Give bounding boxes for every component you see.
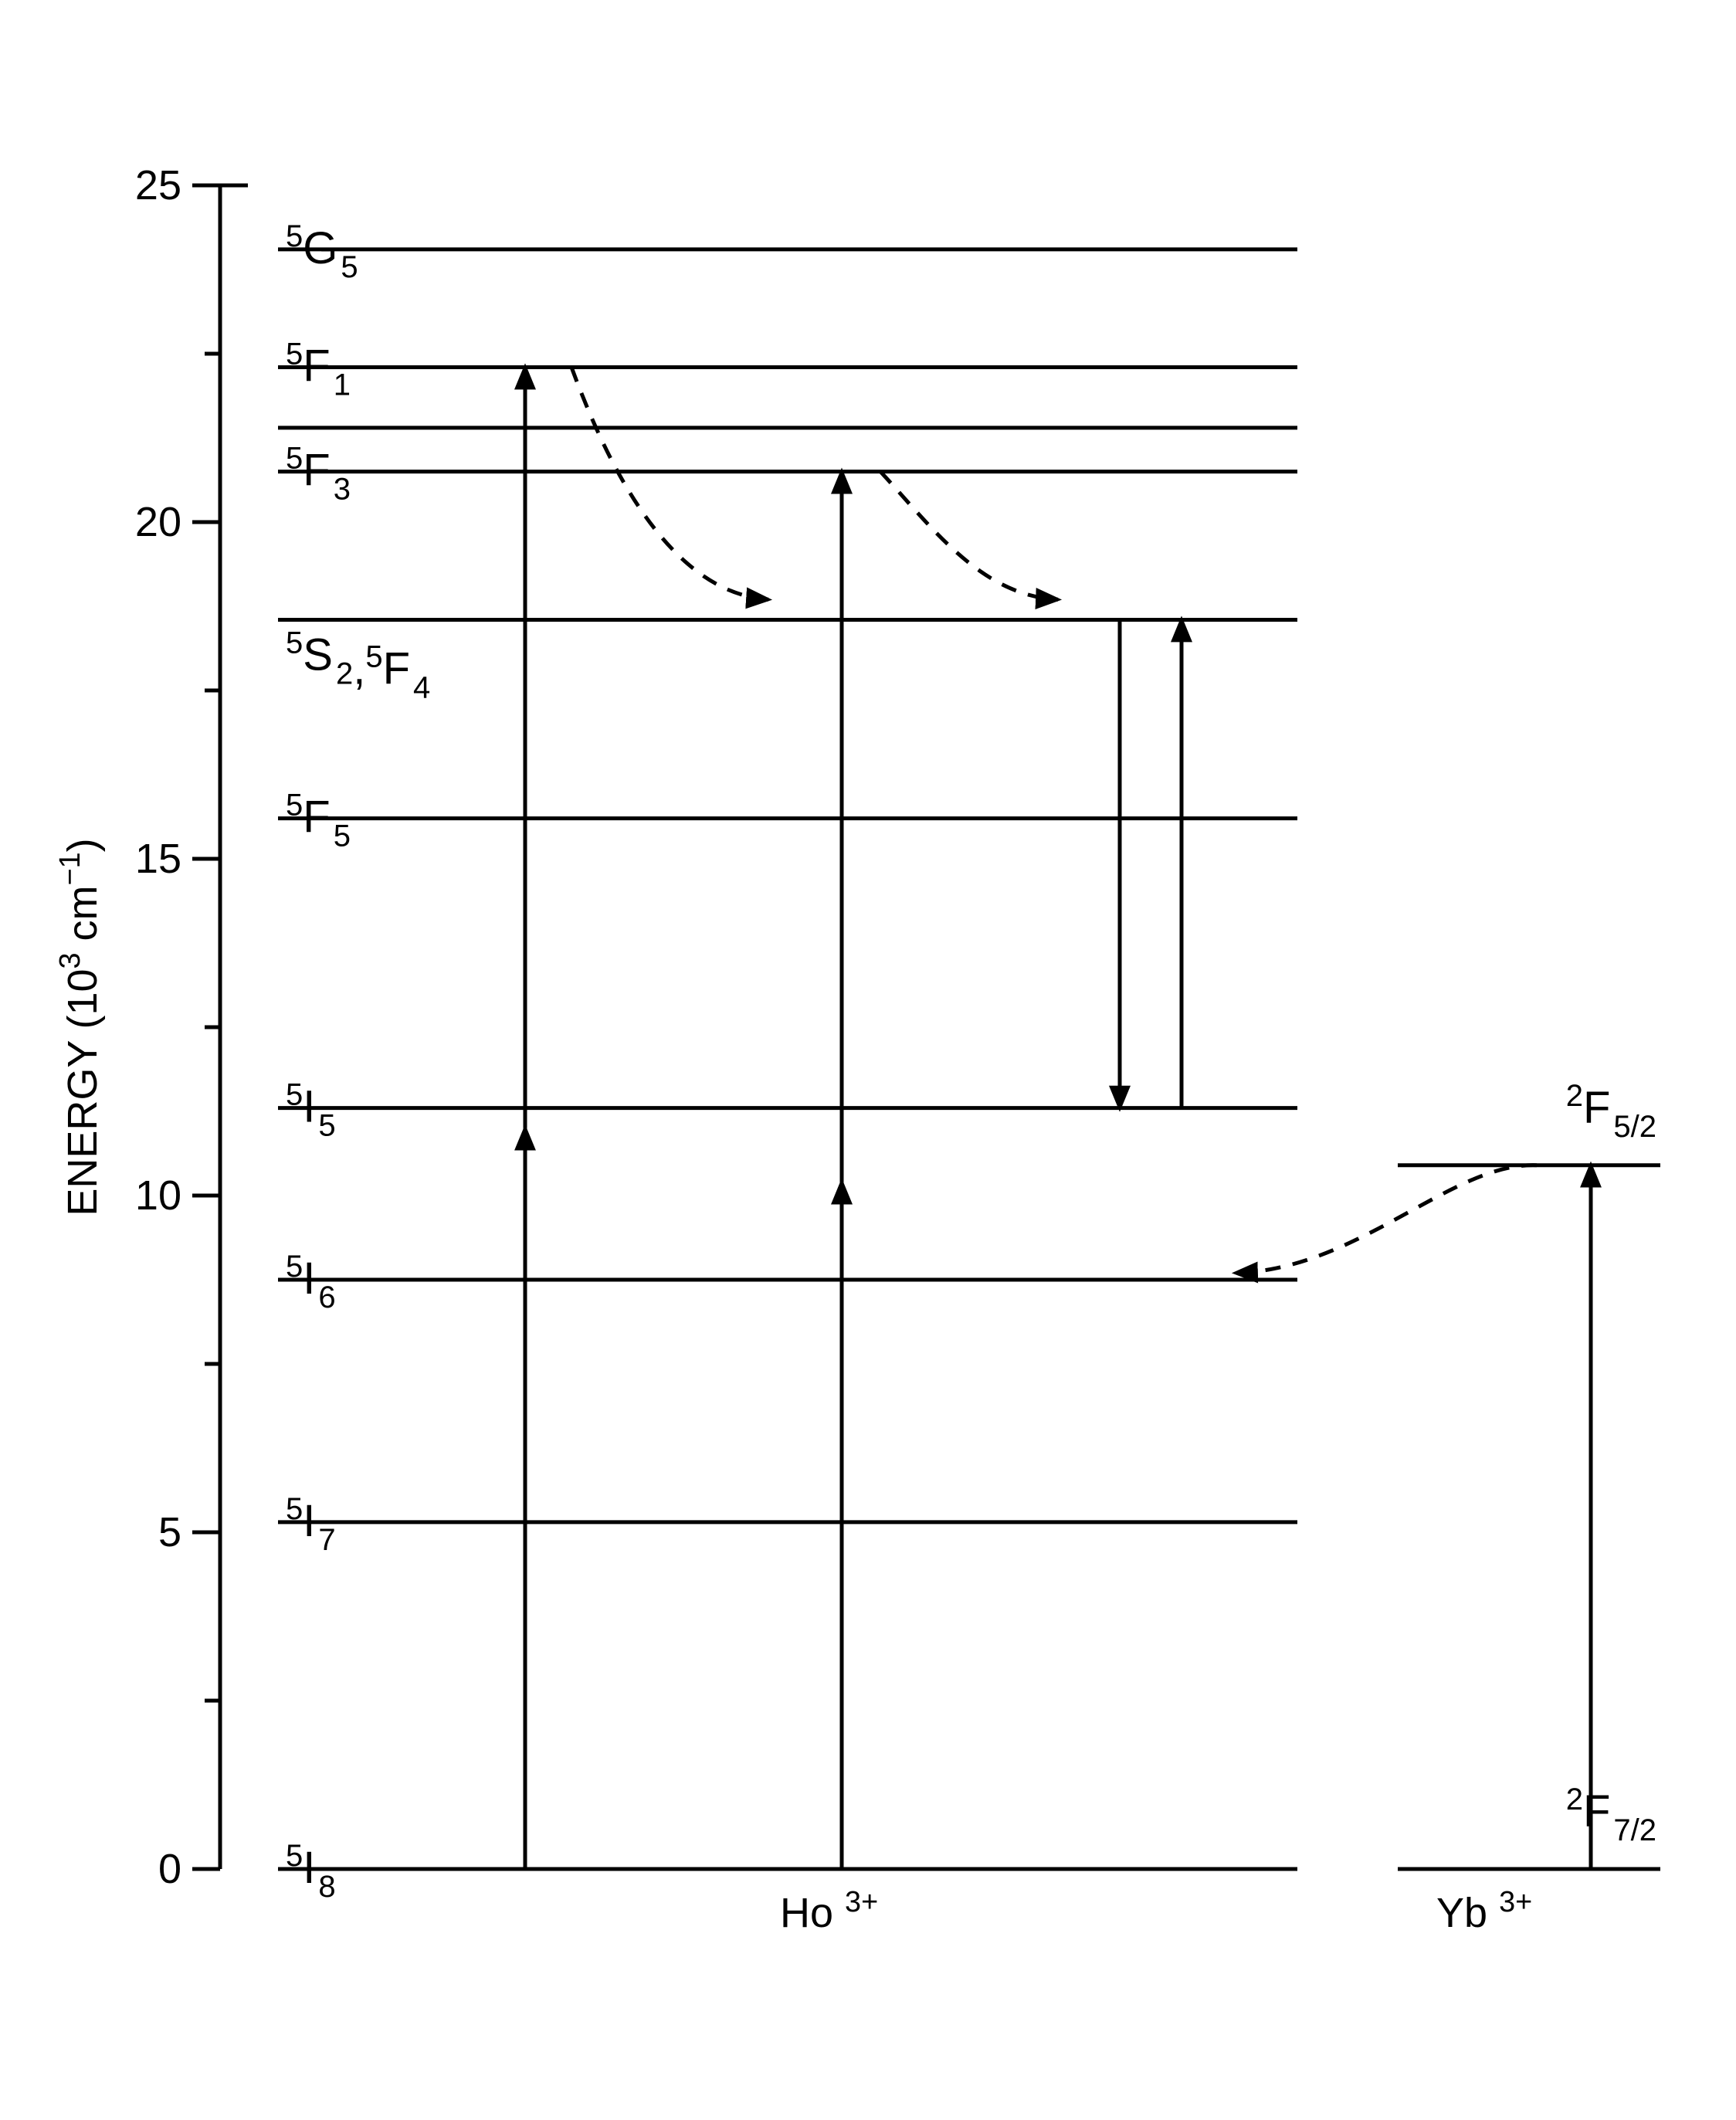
level-label-5S2_5F4: 5S2,5F4 [286, 626, 430, 704]
level-label-5F1: 5F1 [286, 337, 351, 402]
y-tick-label: 15 [135, 836, 181, 882]
y-tick-label: 25 [135, 162, 181, 209]
ion-label: Yb 3+ [1436, 1886, 1532, 1936]
y-tick-label: 5 [158, 1509, 181, 1555]
level-label-5G5: 5G5 [286, 219, 358, 284]
level-label-5I6: 5I6 [286, 1250, 336, 1314]
y-tick-label: 10 [135, 1172, 181, 1219]
diagram-svg: 0 5 10 15 20 25 ENERGY (103 cm−1) 5I8 5I7 5I6 5I5 5… [31, 31, 1736, 2085]
level-label-2F72: 2F7/2 [1566, 1782, 1656, 1847]
level-label-5I8: 5I8 [286, 1839, 336, 1904]
ion-label: Ho 3+ [780, 1886, 878, 1936]
level-label-5I5: 5I5 [286, 1078, 336, 1143]
level-label-5F5: 5F5 [286, 789, 351, 853]
level-label-5F3: 5F3 [286, 442, 351, 507]
relaxation-arrow [1236, 1165, 1537, 1274]
level-label-5I7: 5I7 [286, 1492, 336, 1557]
y-tick-label: 20 [135, 499, 181, 545]
relaxation-arrow [571, 367, 768, 599]
level-label-2F52: 2F5/2 [1566, 1079, 1656, 1144]
energy-level-diagram: 0 5 10 15 20 25 ENERGY (103 cm−1) 5I8 5I7 5I6 5I5 5… [31, 31, 1705, 2089]
y-tick-label: 0 [158, 1846, 181, 1892]
relaxation-arrow [880, 472, 1058, 600]
y-axis-label: ENERGY (103 cm−1) [54, 838, 106, 1216]
